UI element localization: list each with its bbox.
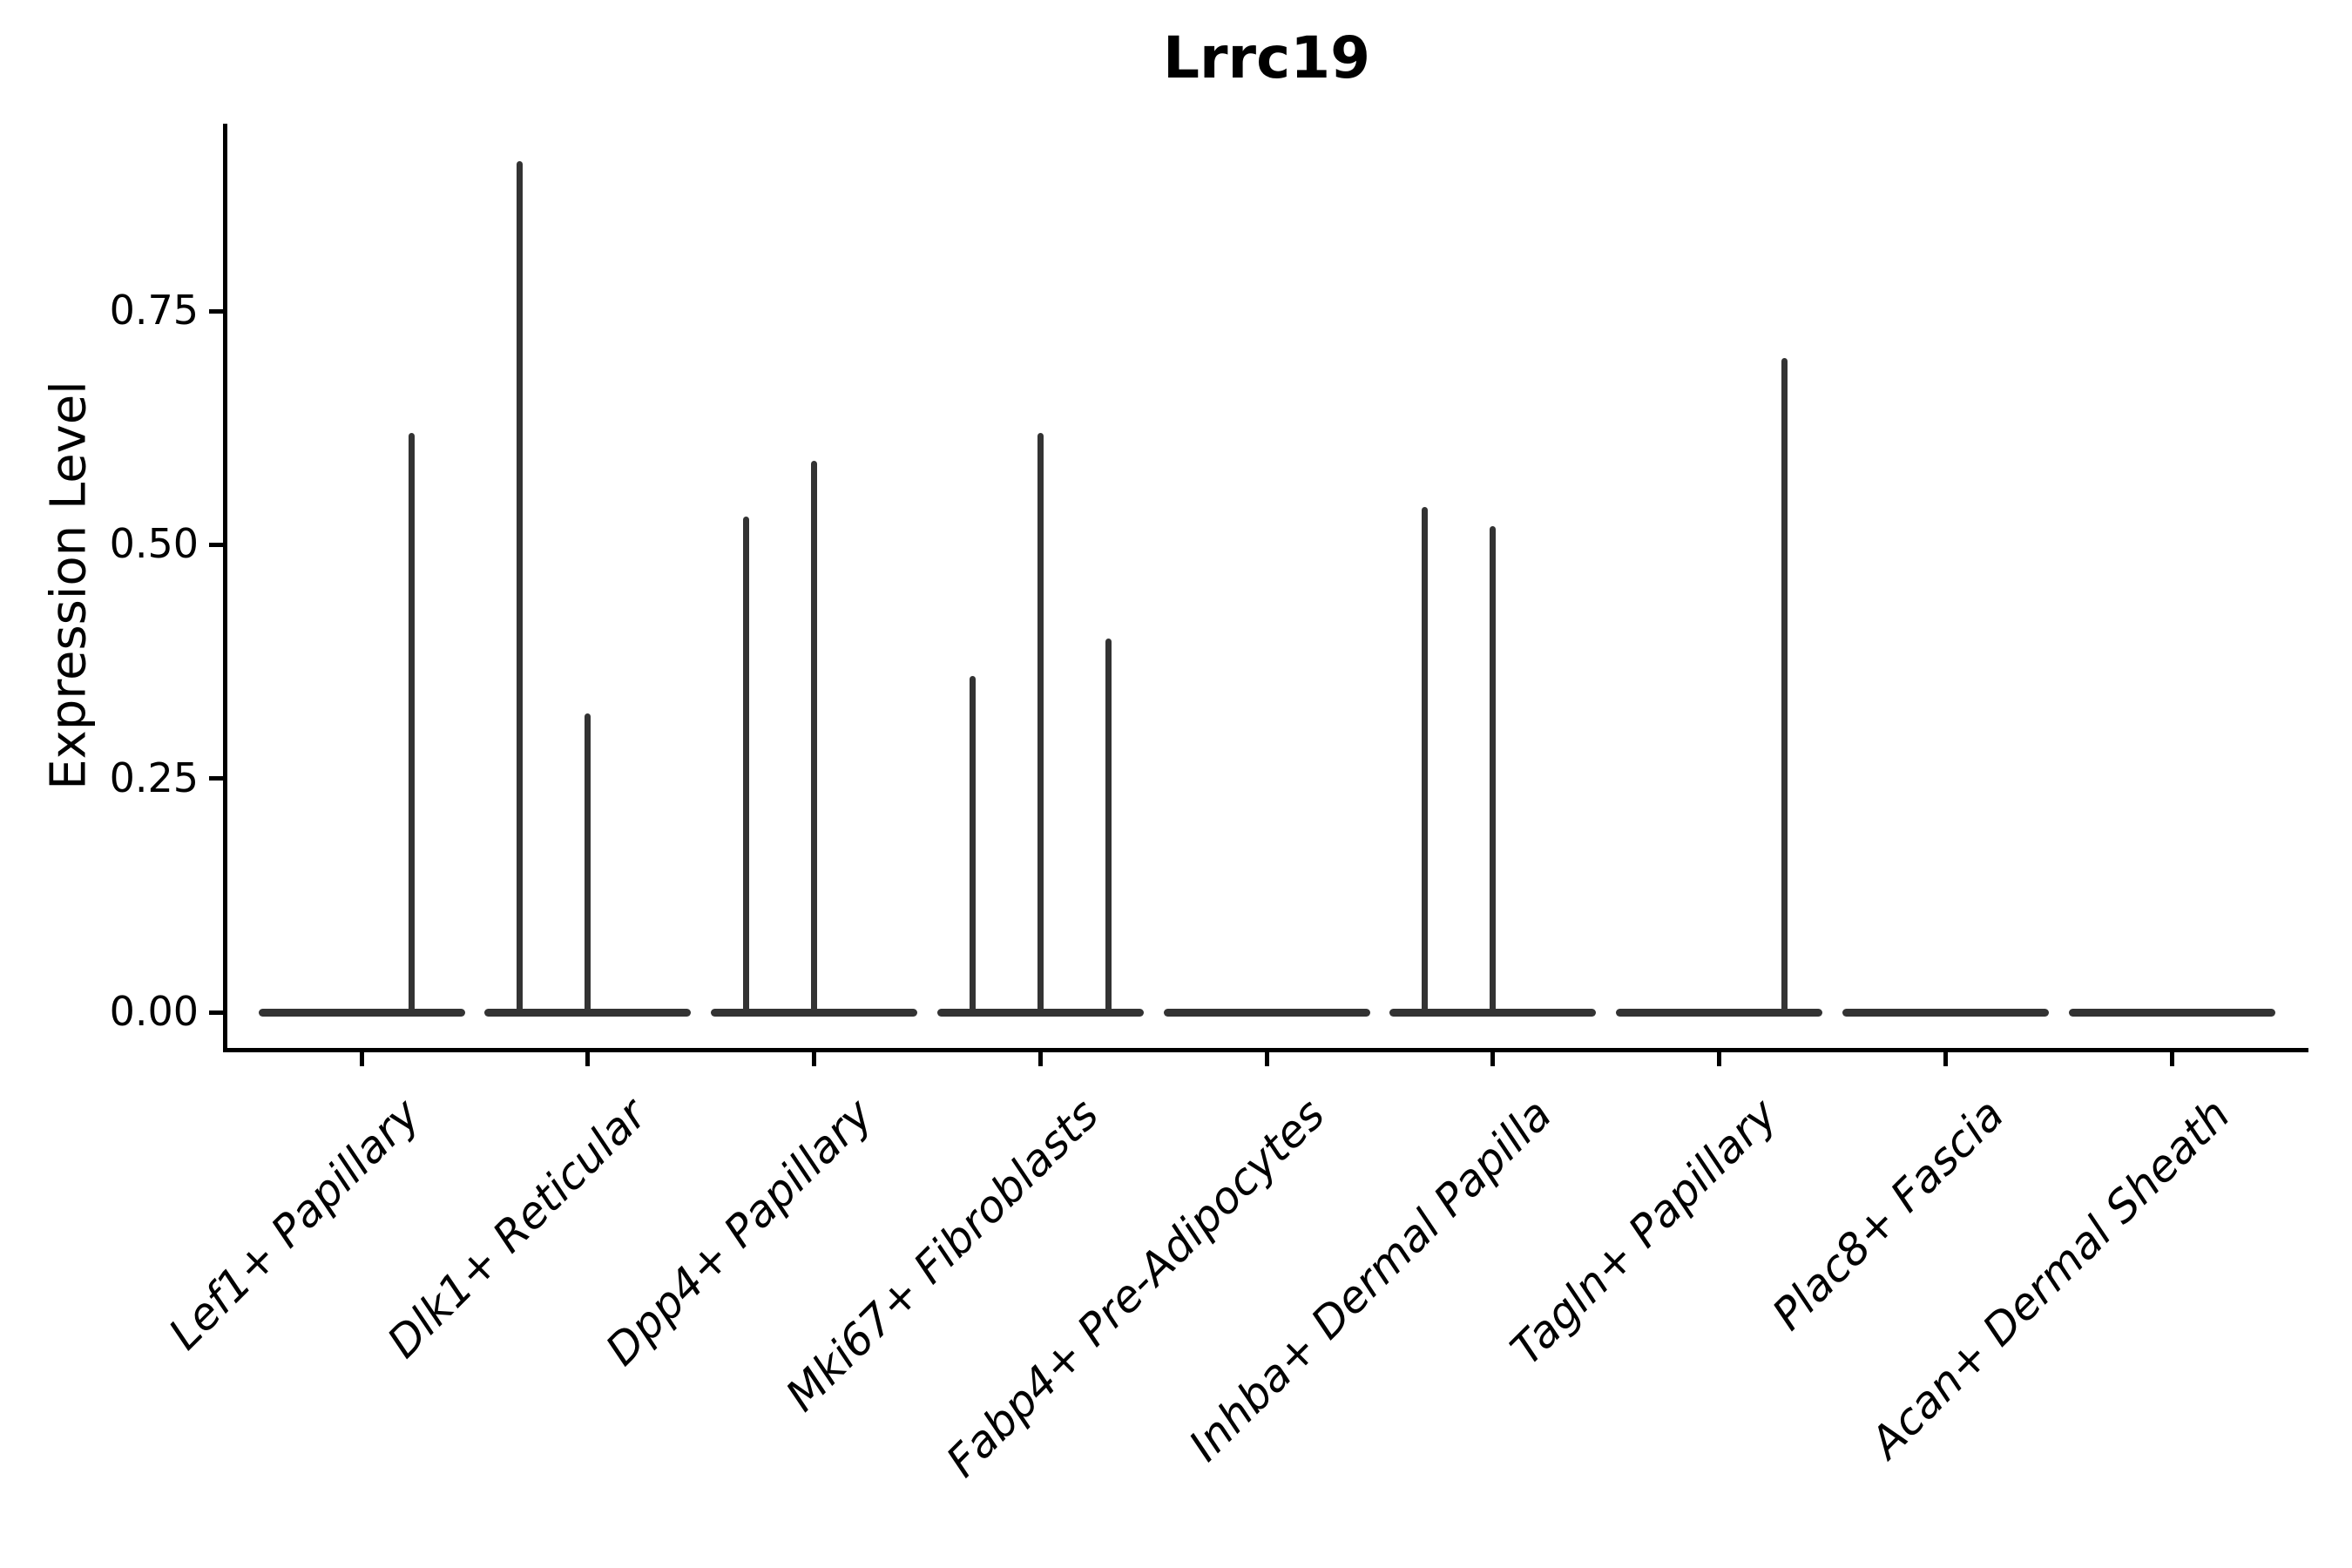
y-tick-label: 0.00 — [109, 988, 199, 1035]
y-tick-label: 0.50 — [109, 520, 199, 568]
violin-body — [1616, 1008, 1822, 1017]
y-tick-label: 0.25 — [109, 754, 199, 801]
violin-spike — [1490, 525, 1497, 1017]
y-tick — [209, 308, 223, 314]
violin-body — [1163, 1008, 1370, 1017]
y-tick-label: 0.75 — [109, 287, 199, 335]
y-tick — [209, 776, 223, 781]
violin-body — [1389, 1008, 1597, 1017]
x-tick — [1037, 1052, 1043, 1066]
y-tick — [209, 542, 223, 547]
y-axis-title: Expression Level — [40, 381, 98, 790]
violin-spike — [811, 460, 817, 1017]
violin-body — [711, 1008, 917, 1017]
violin-body — [258, 1008, 465, 1017]
x-tick — [359, 1052, 364, 1066]
violin-spike — [517, 161, 524, 1017]
violin-body — [1842, 1008, 2049, 1017]
violin-spike — [585, 713, 591, 1017]
violin-spike — [1422, 507, 1429, 1017]
x-tick-label: Plac8+ Fascia — [1762, 1089, 2014, 1341]
x-tick — [2169, 1052, 2174, 1066]
violin-body — [484, 1008, 692, 1017]
violin-body — [936, 1008, 1144, 1017]
violin-spike — [1781, 357, 1788, 1017]
violin-body — [2068, 1008, 2275, 1017]
violin-spike — [1037, 432, 1044, 1017]
chart-title: Lrrc19 — [1162, 24, 1371, 91]
violin-spike — [408, 432, 415, 1017]
x-tick — [1490, 1052, 1496, 1066]
violin-spike — [743, 517, 750, 1017]
x-axis-spine — [223, 1048, 2308, 1052]
violin-spike — [969, 675, 976, 1017]
y-axis-spine — [223, 124, 227, 1052]
violin-spike — [1105, 638, 1112, 1017]
x-tick — [585, 1052, 591, 1066]
x-tick-label: Lef1+ Papillary — [159, 1089, 430, 1360]
x-tick — [812, 1052, 816, 1066]
x-tick — [1717, 1052, 1721, 1066]
x-tick — [1264, 1052, 1269, 1066]
y-tick — [209, 1010, 223, 1015]
x-tick-label: Fabp4+ Pre-Adipocytes — [936, 1089, 1335, 1487]
x-tick — [1943, 1052, 1948, 1066]
